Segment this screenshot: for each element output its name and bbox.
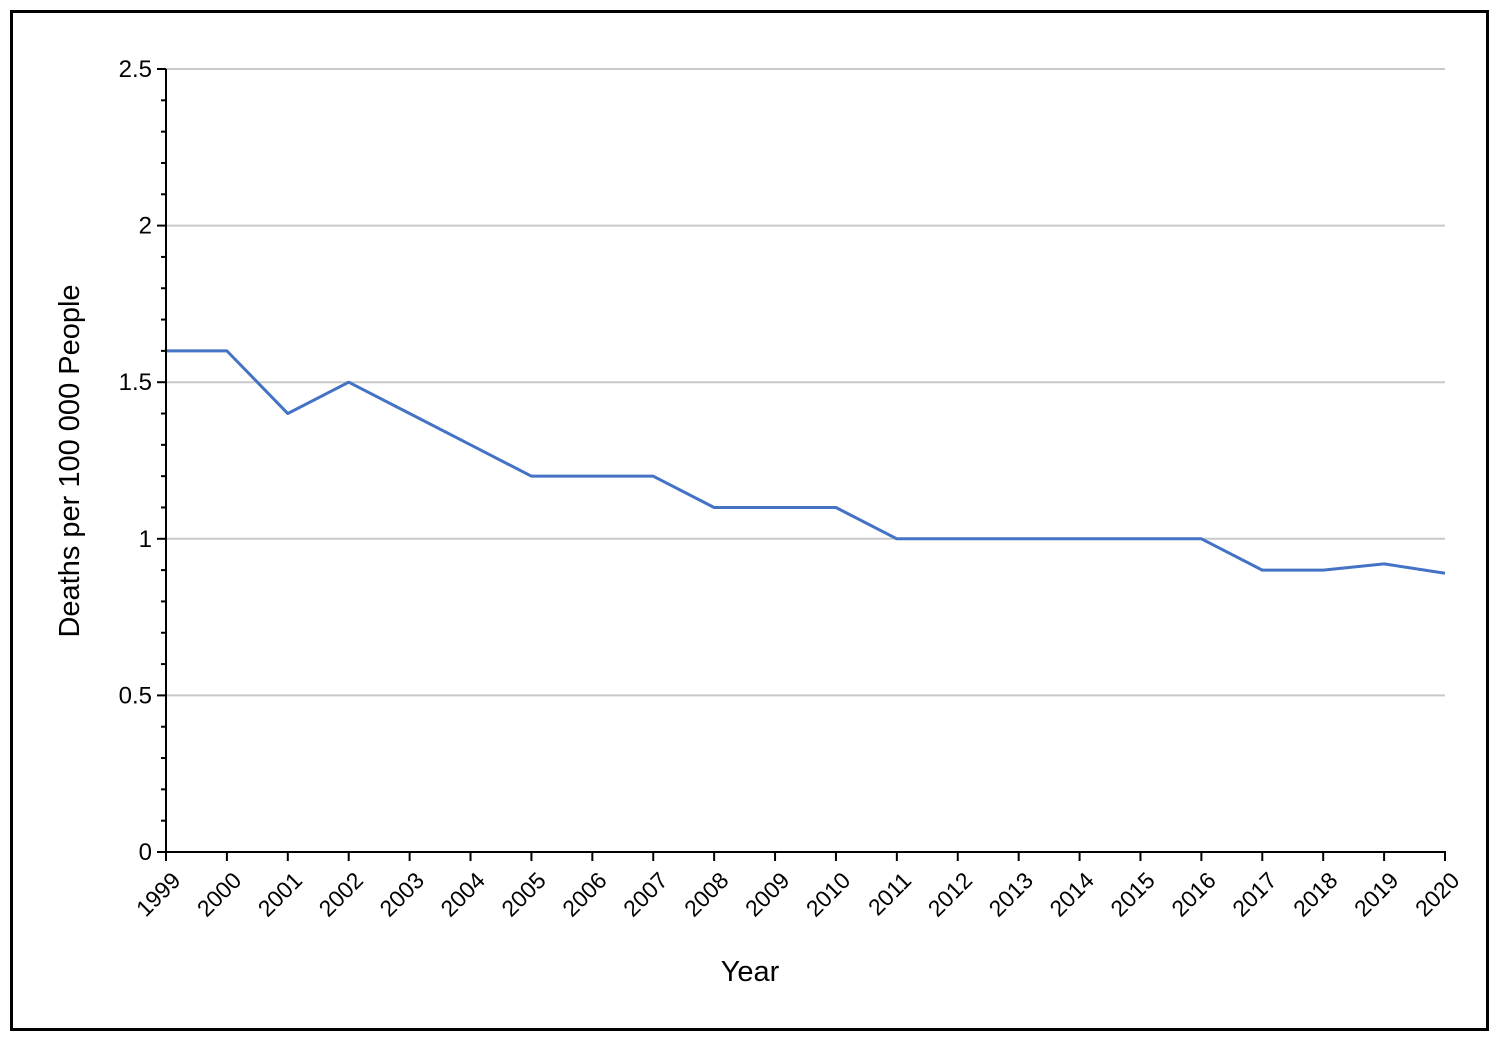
x-tick-label: 2009 [740,867,795,922]
x-tick-label: 2008 [679,867,734,922]
x-tick-label: 2006 [557,867,612,922]
x-tick-label: 2018 [1288,867,1343,922]
x-tick-label: 2005 [496,867,551,922]
x-tick-label: 2000 [192,867,247,922]
x-tick-label: 2015 [1105,867,1160,922]
x-tick-label: 2001 [253,867,308,922]
y-tick-label: 1 [139,526,152,553]
x-tick-label: 2014 [1044,867,1099,922]
x-tick-label: 1999 [131,867,186,922]
x-tick-labels: 1999 2000 2001 2002 2003 2004 2005 2006 2007 2008… [131,867,1465,922]
chart-frame [10,10,1489,1031]
axes [157,68,1446,861]
y-tick-labels: 0 0.5 1 1.5 2 2.5 [119,56,152,866]
series-layer [165,349,1446,575]
x-tick-label: 2010 [801,867,856,922]
x-tick-label: 2017 [1227,867,1282,922]
x-tick-label: 2020 [1410,867,1465,922]
x-axis-title: Year [721,956,780,988]
y-tick-label: 0 [139,839,152,866]
y-axis-title: Deaths per 100 000 People [54,284,86,637]
x-tick-label: 2007 [618,867,673,922]
y-tick-label: 0.5 [119,682,152,709]
x-tick-label: 2019 [1349,867,1404,922]
y-tick-label: 2 [139,213,152,240]
gridlines [166,68,1445,697]
x-tick-label: 2012 [923,867,978,922]
y-tick-label: 1.5 [119,369,152,396]
x-tick-label: 2004 [435,867,490,922]
series-line-0 [166,349,1446,575]
y-tick-label: 2.5 [119,56,152,83]
x-tick-label: 2003 [374,867,429,922]
x-tick-label: 2013 [984,867,1039,922]
x-tick-label: 2011 [863,867,916,920]
x-tick-label: 2002 [314,867,369,922]
x-tick-label: 2016 [1166,867,1221,922]
